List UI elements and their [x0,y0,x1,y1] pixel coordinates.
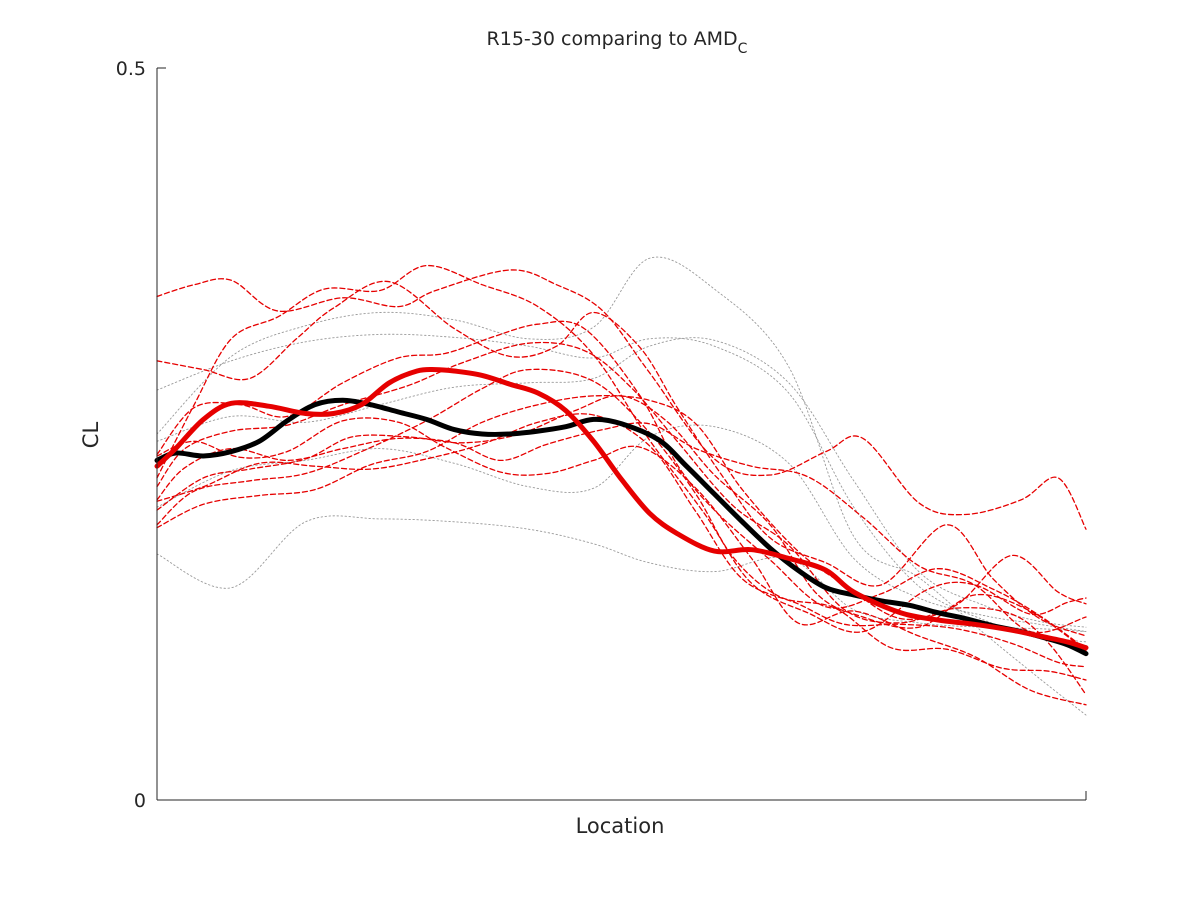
series-line-dotted-gray-13 [156,256,1087,716]
axes-layer [156,67,1087,801]
series-line-thick-black-1 [154,397,1089,657]
series-line-thin-dashed-red-2 [156,269,1087,530]
series-line-thin-dashed-red-8 [156,395,1087,652]
series-line-thin-dashed-red-11 [156,413,1087,668]
y-axis-label: CL [79,422,103,449]
series-line-thick-red-0 [154,366,1089,651]
series-line-thin-dashed-red-4 [156,280,1087,637]
series-line-dotted-gray-16 [156,337,1087,628]
chart-title: R15-30 comparing to AMD [487,28,738,50]
y-tick-label-bottom: 0 [134,790,146,812]
series-line-thin-dashed-red-6 [156,341,1087,696]
series-layer [154,256,1089,716]
series-line-thin-dashed-red-3 [156,264,1087,633]
series-line-thin-dashed-red-10 [156,422,1087,634]
chart-title-subscript: C [738,41,748,57]
series-line-dotted-gray-14 [156,333,1087,643]
x-axis-label: Location [576,814,665,838]
series-line-thin-dashed-red-12 [156,394,1087,620]
series-line-thin-dashed-red-9 [156,417,1087,706]
chart-title-group: R15-30 comparing to AMDC [487,28,748,57]
y-tick-label-top: 0.5 [116,58,146,80]
series-line-dotted-gray-15 [156,515,1087,633]
